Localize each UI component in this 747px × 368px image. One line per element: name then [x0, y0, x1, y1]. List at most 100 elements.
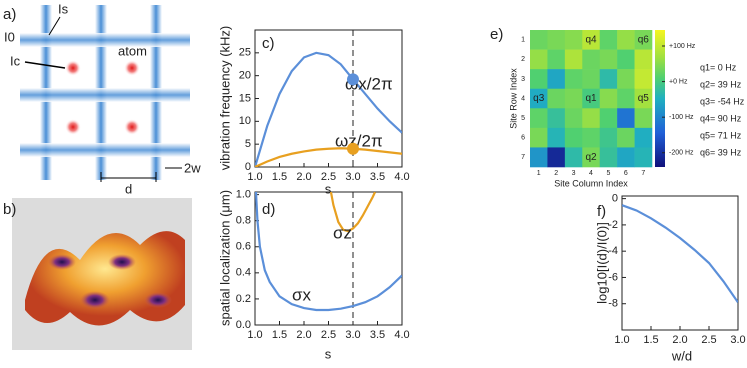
cell [564, 49, 583, 70]
x-tick-label: 5 [606, 170, 610, 177]
cell [564, 88, 583, 109]
x-tick-label: 2.0 [672, 334, 687, 346]
cell [530, 147, 548, 168]
x-tick-label: 1.0 [247, 329, 262, 341]
well [48, 254, 76, 270]
cell [634, 69, 653, 90]
cell-label: q3 [533, 93, 545, 104]
cell [599, 88, 618, 109]
y-tick-label: 1 [521, 37, 525, 44]
cell [530, 49, 548, 70]
x-tick-label: 3 [572, 170, 576, 177]
series-label: σx [292, 285, 311, 304]
y-tick-label: 0.2 [236, 293, 251, 305]
y-tick-label: 20 [239, 70, 251, 82]
x-tick-label: 3.5 [370, 329, 385, 341]
y-tick-label: -2 [608, 219, 618, 231]
x-tick-label: 1.0 [614, 334, 629, 346]
line-chart: 1.0 1.5 2.0 2.5 3.0 3.5 4.0 0.0 0.2 0.4 0.6 0.8 1.0 s… [217, 189, 409, 362]
panel-label: e) [490, 26, 503, 43]
x-tick-label: 2.5 [321, 329, 336, 341]
y-tick-label: 4 [521, 95, 525, 102]
y-tick-label: 0.8 [236, 215, 251, 227]
x-tick-label: 2.0 [296, 171, 311, 183]
cell [617, 30, 635, 50]
y-tick-label: 2 [521, 56, 525, 63]
cell [547, 49, 566, 70]
plot-frame [254, 191, 403, 326]
beam [20, 143, 190, 157]
colorbar-label: -200 Hz [669, 150, 694, 157]
series-label: σz [333, 223, 352, 242]
y-axis-label: vibration frequency (kHz) [217, 26, 232, 171]
cell-label: q2 [585, 152, 597, 163]
series-line [255, 192, 402, 312]
y-tick-label: 0 [245, 161, 251, 173]
y-tick-label: 7 [521, 154, 525, 161]
cell [617, 69, 635, 90]
cell [530, 108, 548, 129]
colorbar-label: -100 Hz [669, 114, 694, 121]
cell [599, 108, 618, 129]
x-axis-label: Site Column Index [554, 178, 628, 188]
cell [634, 108, 653, 129]
highlight-point [347, 73, 359, 86]
x-tick-label: 4 [589, 170, 593, 177]
cell [530, 88, 548, 109]
y-tick-label: 15 [239, 92, 251, 104]
x-tick-label: 1.5 [643, 334, 658, 346]
beam [20, 33, 190, 47]
annotation: q5= 71 Hz [700, 130, 742, 140]
panel-label: b) [3, 201, 16, 218]
y-tick-label: 10 [239, 115, 251, 127]
cell [582, 127, 601, 148]
x-tick-label: 4.0 [394, 329, 409, 341]
x-tick-label: 3.5 [370, 171, 385, 183]
x-tick-label: 1.5 [272, 171, 287, 183]
cell [564, 108, 583, 129]
cell [564, 30, 583, 50]
colorbar [655, 30, 665, 167]
y-tick-label: 25 [239, 47, 251, 59]
x-tick-label: 2.5 [701, 334, 716, 346]
cell [599, 69, 618, 90]
y-axis-label: spatial localization (μm) [217, 190, 232, 326]
cell [564, 127, 583, 148]
series-line [329, 192, 377, 233]
panel-label: f) [597, 203, 606, 220]
cell [547, 88, 566, 109]
heatmap: q4 q6 q3 q1 q5 q2 1 2 3 4 5 6 7 1 2 3 4 5 6 7 Site Column In… [490, 26, 745, 188]
cell [582, 108, 601, 129]
line-chart: 1.0 1.5 2.0 2.5 3.0 3.5 4.0 0 5 10 15 20 25 s vibratio… [217, 26, 409, 197]
y-tick-label: 0.6 [236, 241, 251, 253]
y-tick-label: 0.4 [236, 267, 251, 279]
cell [582, 69, 601, 90]
x-tick-label: 2.5 [321, 171, 336, 183]
well [108, 254, 136, 270]
label: Ic [10, 53, 21, 68]
cell [599, 127, 618, 148]
cell [617, 88, 635, 109]
cell [634, 88, 653, 109]
annotation: q2= 39 Hz [700, 79, 742, 89]
y-tick-label: 6 [521, 134, 525, 141]
cell [547, 147, 566, 168]
y-axis-label: Site Row Index [508, 68, 518, 129]
cell-label: q4 [585, 34, 597, 45]
label: d [125, 181, 132, 196]
label: 2w [184, 160, 201, 175]
cell [634, 147, 653, 168]
highlight-point [347, 142, 359, 155]
line-chart: 1.0 1.5 2.0 2.5 3.0 0 -2 -4 -6 -8 w/d log10[I(d)/I(… [594, 193, 745, 364]
arrow [24, 61, 66, 69]
panel-label: a) [3, 6, 16, 23]
annotation: q1= 0 Hz [700, 62, 737, 72]
y-tick-label: 0.0 [236, 319, 251, 331]
cell [530, 127, 548, 148]
cell [599, 147, 618, 168]
x-tick-label: 3.0 [730, 334, 745, 346]
beam [20, 88, 190, 102]
y-tick-label: -4 [608, 245, 618, 257]
atom [124, 119, 140, 135]
